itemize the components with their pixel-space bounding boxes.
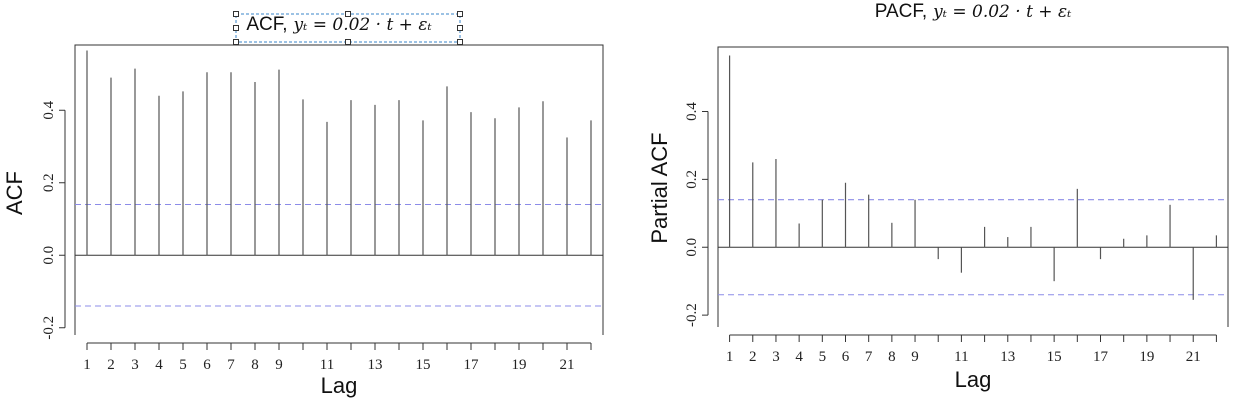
- x-tick-label: 1: [726, 349, 734, 365]
- y-tick-label: 0.4: [41, 100, 57, 119]
- y-tick-label: 0.2: [41, 173, 57, 192]
- plot-frame: [717, 46, 1229, 327]
- x-tick-label: 21: [560, 357, 575, 373]
- x-tick-label: 6: [203, 357, 211, 373]
- acf-panel: 1 2 3 4 5 6 7 8 9 11 13 15 17 19 21 -0.2 0.0 0.2 0.4 ACF Lag…: [2, 11, 604, 398]
- x-tick-label: 4: [795, 349, 803, 365]
- x-tick-label: 8: [251, 357, 259, 373]
- resize-handle[interactable]: [233, 11, 239, 17]
- resize-handle[interactable]: [345, 39, 351, 45]
- title-formula: yₜ = 0.02 · t + εₜ: [932, 2, 1072, 22]
- x-tick-label: 15: [416, 357, 431, 373]
- x-tick-label: 5: [179, 357, 187, 373]
- y-axis-label: ACF: [2, 171, 27, 215]
- x-tick-label: 9: [911, 349, 919, 365]
- title-formula: yₜ = 0.02 · t + εₜ: [293, 15, 433, 35]
- y-tick-label: -0.2: [684, 303, 700, 327]
- x-axis-label: Lag: [955, 367, 992, 392]
- x-tick-label: 13: [1000, 349, 1015, 365]
- x-tick-label: 5: [819, 349, 827, 365]
- resize-handle[interactable]: [457, 39, 463, 45]
- y-tick-label: 0.0: [684, 238, 700, 257]
- x-tick-label: 17: [464, 357, 480, 373]
- resize-handle[interactable]: [345, 11, 351, 17]
- x-tick-label: 2: [107, 357, 115, 373]
- x-tick-label: 9: [275, 357, 283, 373]
- y-axis-label: Partial ACF: [647, 132, 672, 243]
- resize-handle[interactable]: [457, 25, 463, 31]
- x-tick-label: 2: [749, 349, 757, 365]
- resize-handle[interactable]: [233, 39, 239, 45]
- x-tick-label: 7: [227, 357, 235, 373]
- x-tick-label: 15: [1047, 349, 1062, 365]
- x-tick-label: 11: [954, 349, 968, 365]
- resize-handle[interactable]: [233, 25, 239, 31]
- title-prefix: PACF,: [875, 1, 927, 22]
- x-tick-label: 21: [1186, 349, 1201, 365]
- x-tick-label: 1: [83, 357, 91, 373]
- y-tick-label: -0.2: [41, 316, 57, 340]
- y-tick-label: 0.4: [684, 102, 700, 121]
- x-tick-label: 13: [368, 357, 383, 373]
- x-tick-label: 3: [131, 357, 139, 373]
- x-tick-label: 7: [865, 349, 873, 365]
- chart-title: PACF, yₜ = 0.02 · t + εₜ: [875, 1, 1072, 22]
- x-tick-label: 11: [320, 357, 334, 373]
- y-tick-label: 0.0: [41, 246, 57, 265]
- x-tick-label: 4: [155, 357, 163, 373]
- x-tick-label: 3: [772, 349, 780, 365]
- pacf-panel: 1 2 3 4 5 6 7 8 9 11 13 15 17 19 21 -0.2 0.0 0.2 0.4 Partia…: [647, 1, 1229, 392]
- x-axis-label: Lag: [321, 373, 358, 398]
- resize-handle[interactable]: [457, 11, 463, 17]
- chart-title[interactable]: ACF, yₜ = 0.02 · t + εₜ: [246, 14, 432, 35]
- y-tick-label: 0.2: [684, 170, 700, 189]
- x-tick-label: 17: [1093, 349, 1109, 365]
- x-tick-label: 19: [1139, 349, 1154, 365]
- title-prefix: ACF,: [246, 14, 287, 35]
- x-tick-label: 6: [842, 349, 850, 365]
- plot-frame: [74, 44, 604, 335]
- x-tick-label: 8: [888, 349, 896, 365]
- x-tick-label: 19: [512, 357, 527, 373]
